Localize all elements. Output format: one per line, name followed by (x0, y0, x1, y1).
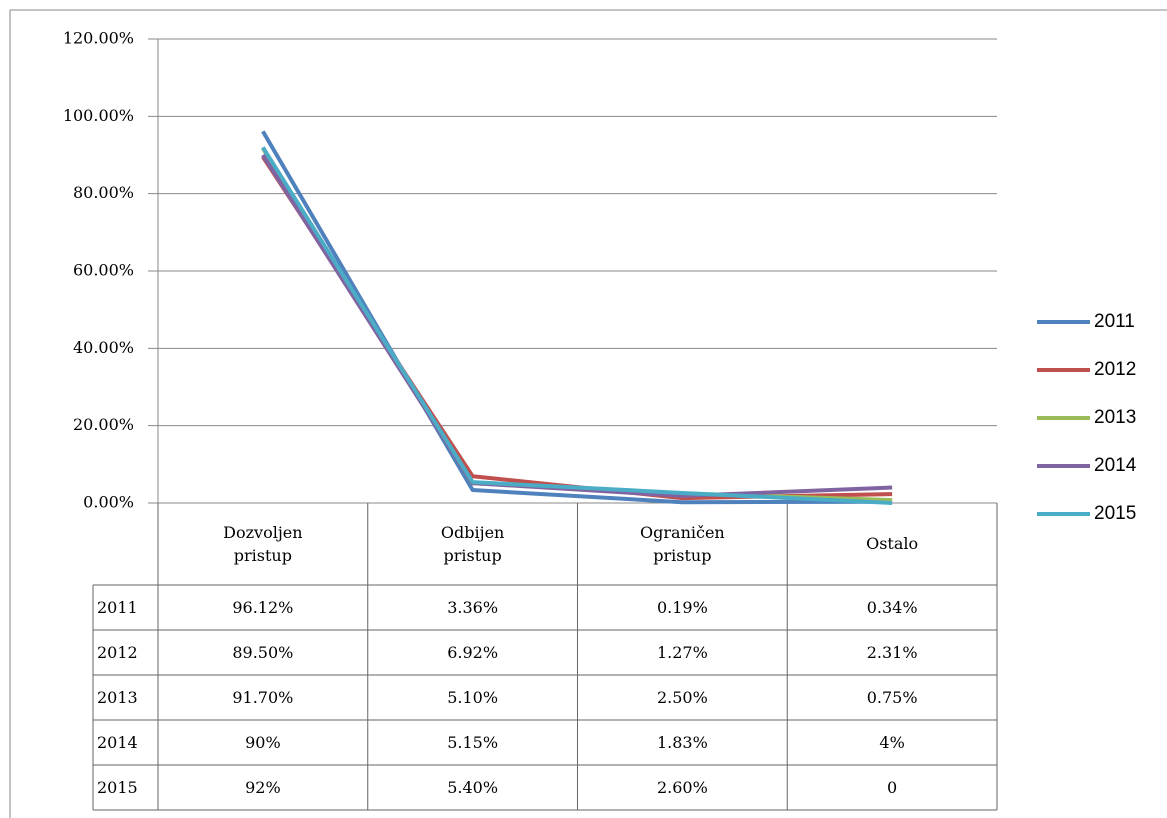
table-row-label: 2012 (97, 642, 138, 662)
table-value: 5.10% (447, 687, 499, 707)
table-value: 6.92% (447, 642, 499, 662)
y-tick-label: 20.00% (73, 415, 134, 434)
data-line (261, 147, 893, 503)
table-row-label: 2014 (97, 732, 138, 752)
table-value: 1.27% (656, 642, 708, 662)
legend-label: 2014 (1094, 455, 1137, 476)
table-value: 96.12% (232, 597, 294, 617)
y-tick-label: 120.00% (63, 29, 134, 48)
table-row-label: 2015 (97, 777, 138, 797)
table-row-label: 2011 (97, 597, 138, 617)
table-value: 2.60% (656, 777, 708, 797)
legend-label: 2012 (1094, 359, 1136, 380)
table-value: 4% (879, 732, 905, 752)
table-value: 0.19% (656, 597, 708, 617)
category-header: Dozvoljen pristup (223, 522, 303, 565)
data-line (261, 146, 893, 505)
category-header: Ostalo (866, 534, 919, 554)
table-row-label: 2013 (97, 687, 138, 707)
table-value: 2.50% (656, 687, 708, 707)
category-header: Odbijen pristup (440, 522, 505, 565)
table-value: 2.31% (866, 642, 918, 662)
table-value: 0.75% (866, 687, 918, 707)
data-line (261, 153, 893, 498)
table-value: 5.15% (447, 732, 499, 752)
table-value: 3.36% (447, 597, 499, 617)
table-value: 0 (887, 777, 898, 797)
table-value: 92% (245, 777, 281, 797)
y-tick-label: 100.00% (63, 106, 134, 125)
legend-label: 2015 (1094, 503, 1136, 524)
y-tick-label: 40.00% (73, 338, 134, 357)
table-value: 89.50% (232, 642, 294, 662)
legend-label: 2013 (1094, 407, 1136, 428)
table-value: 91.70% (232, 687, 294, 707)
table-value: 90% (245, 732, 281, 752)
y-tick-label: 60.00% (73, 261, 134, 280)
y-tick-label: 0.00% (83, 493, 134, 512)
legend-label: 2011 (1094, 311, 1135, 332)
data-line (261, 130, 893, 505)
table-value: 5.40% (447, 777, 499, 797)
data-line (261, 155, 893, 501)
table-value: 1.83% (656, 732, 708, 752)
y-tick-label: 80.00% (73, 183, 134, 202)
table-value: 0.34% (866, 597, 918, 617)
category-header: Ograničen pristup (640, 522, 725, 565)
